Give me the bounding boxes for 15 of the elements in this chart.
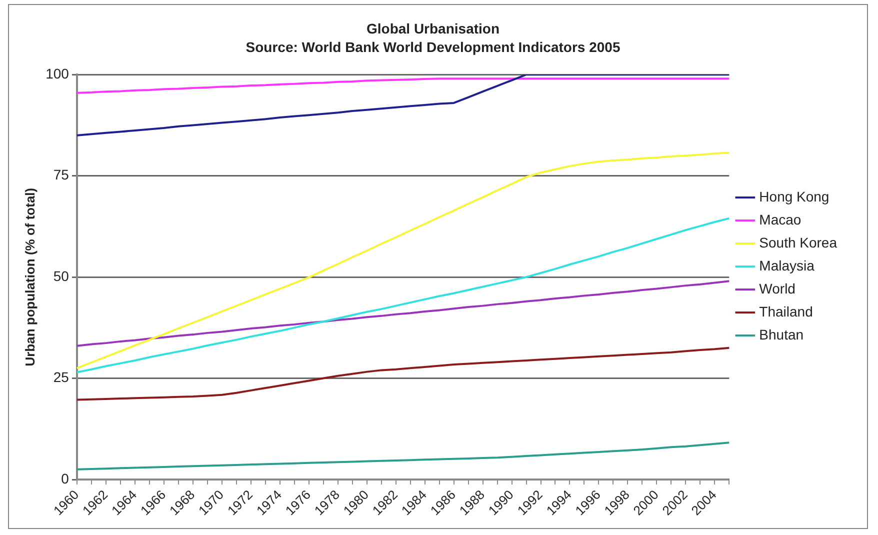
legend-label: Bhutan (759, 326, 804, 342)
y-axis-title: Urban population (% of total) (22, 188, 38, 366)
legend-label: Thailand (759, 303, 813, 320)
y-tick-label: 25 (53, 369, 70, 386)
y-tick-label: 100 (46, 65, 70, 82)
y-tick-label: 50 (53, 268, 70, 284)
chart-title: Global Urbanisation (366, 20, 500, 36)
legend-label: South Korea (759, 234, 838, 250)
legend-label: Malaysia (759, 257, 815, 274)
legend-label: Hong Kong (759, 188, 830, 204)
legend-label: Macao (759, 211, 802, 228)
y-tick-label: 75 (53, 166, 70, 183)
chart-subtitle: Source: World Bank World Development Indicators 2005 (246, 39, 620, 56)
y-tick-label: 0 (61, 470, 70, 486)
legend-label: World (759, 280, 796, 296)
